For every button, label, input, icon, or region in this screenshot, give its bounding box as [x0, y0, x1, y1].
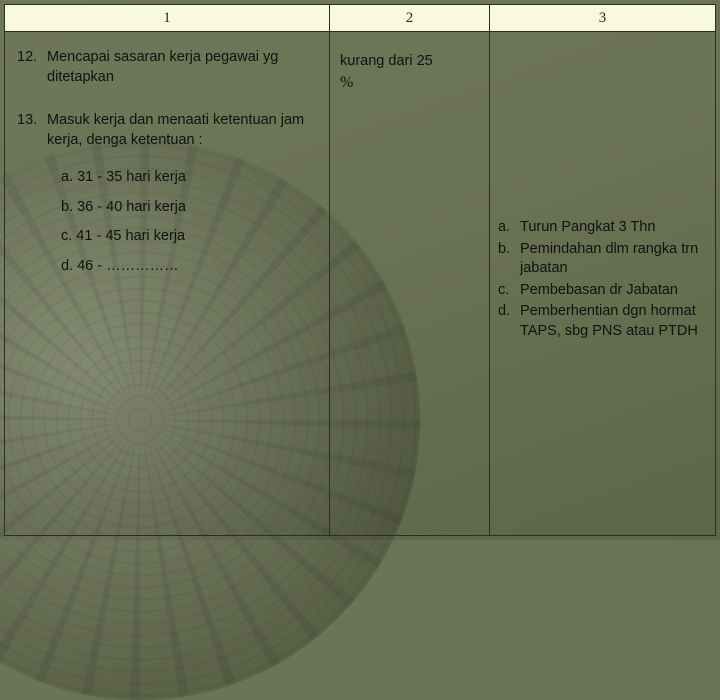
- item-12: 12. Mencapai sasaran kerja pegawai yg di…: [17, 48, 315, 87]
- threshold-text: kurang dari 25: [340, 52, 475, 72]
- sanction-c-label: c.: [498, 281, 520, 301]
- sanction-d: d. Pemberhentian dgn hormat TAPS, sbg PN…: [498, 302, 705, 341]
- sanction-d-label: d.: [498, 302, 520, 341]
- sanction-b-text: Pemindahan dlm rangka trn jabatan: [520, 240, 705, 279]
- sanction-a-label: a.: [498, 218, 520, 238]
- column-header-3: 3: [490, 4, 716, 32]
- sanction-c: c. Pembebasan dr Jabatan: [498, 281, 705, 301]
- disciplinary-table: 1 2 3 12. Mencapai sasaran kerja pegawai…: [4, 4, 716, 536]
- column-1-content: 12. Mencapai sasaran kerja pegawai yg di…: [4, 32, 330, 536]
- item-12-text: Mencapai sasaran kerja pegawai yg diteta…: [47, 48, 315, 87]
- item-13: 13. Masuk kerja dan menaati ketentuan ja…: [17, 111, 315, 150]
- sanction-d-text: Pemberhentian dgn hormat TAPS, sbg PNS a…: [520, 302, 705, 341]
- column-3-content: a. Turun Pangkat 3 Thn b. Pemindahan dlm…: [490, 32, 716, 536]
- sanction-b: b. Pemindahan dlm rangka trn jabatan: [498, 240, 705, 279]
- sub-option-b: b. 36 - 40 hari kerja: [61, 198, 315, 218]
- item-12-number: 12.: [17, 48, 47, 87]
- column-header-2: 2: [330, 4, 490, 32]
- column-2-content: kurang dari 25 %: [330, 32, 490, 536]
- sanction-a: a. Turun Pangkat 3 Thn: [498, 218, 705, 238]
- item-13-number: 13.: [17, 111, 47, 150]
- column-header-1: 1: [4, 4, 330, 32]
- sub-option-a: a. 31 - 35 hari kerja: [61, 168, 315, 188]
- sanction-c-text: Pembebasan dr Jabatan: [520, 281, 705, 301]
- sanction-b-label: b.: [498, 240, 520, 279]
- sub-option-c: c. 41 - 45 hari kerja: [61, 227, 315, 247]
- sanction-a-text: Turun Pangkat 3 Thn: [520, 218, 705, 238]
- percent-symbol: %: [340, 72, 475, 94]
- item-13-text: Masuk kerja dan menaati ketentuan jam ke…: [47, 111, 315, 150]
- sub-option-d: d. 46 - ……………: [61, 257, 315, 277]
